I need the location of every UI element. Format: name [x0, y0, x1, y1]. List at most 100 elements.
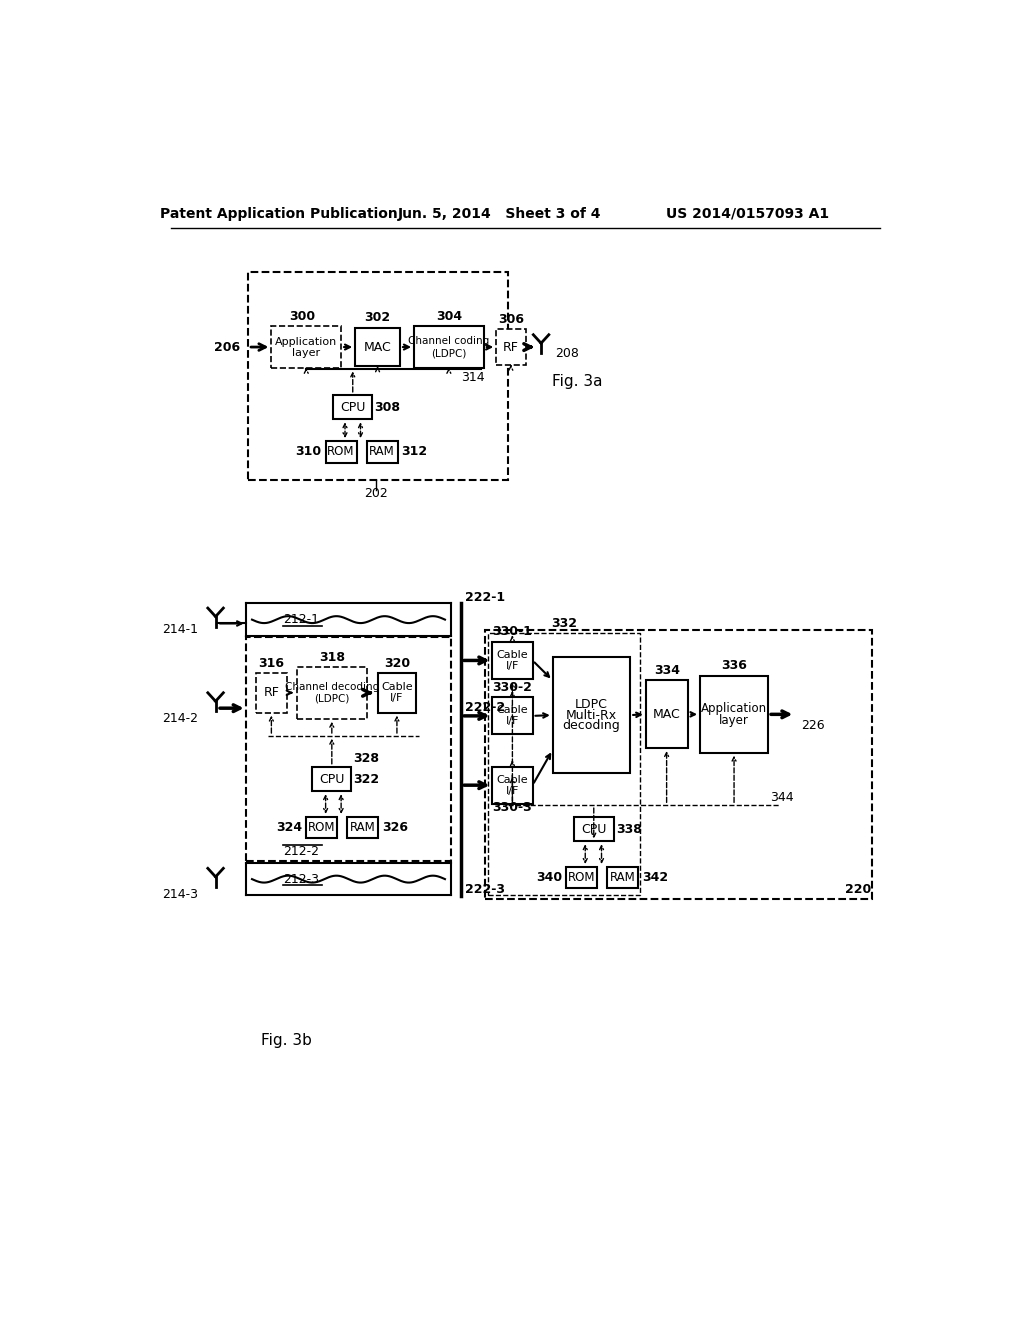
Text: 214-3: 214-3	[163, 888, 199, 902]
Text: 302: 302	[365, 312, 390, 325]
Text: Fig. 3b: Fig. 3b	[261, 1032, 312, 1048]
Text: 334: 334	[654, 664, 680, 677]
Bar	[248, 272, 508, 480]
Text: decoding: decoding	[562, 719, 621, 733]
Text: 312: 312	[401, 445, 428, 458]
Text: ROM: ROM	[308, 821, 336, 834]
Text: 340: 340	[536, 871, 562, 884]
Text: Fig. 3a: Fig. 3a	[552, 374, 603, 389]
Text: 214-2: 214-2	[163, 713, 199, 726]
Bar	[493, 697, 532, 734]
Text: 212-2: 212-2	[283, 845, 319, 858]
Text: 226: 226	[801, 719, 824, 733]
Text: 304: 304	[436, 310, 462, 323]
Text: I/F: I/F	[390, 693, 403, 704]
Text: Channel decoding: Channel decoding	[285, 681, 379, 692]
Bar	[306, 817, 337, 838]
Text: CPU: CPU	[319, 772, 344, 785]
Text: I/F: I/F	[506, 785, 519, 796]
Text: 328: 328	[353, 752, 380, 766]
Text: Cable: Cable	[497, 775, 528, 785]
Text: US 2014/0157093 A1: US 2014/0157093 A1	[667, 207, 829, 220]
Text: 222-3: 222-3	[465, 883, 505, 896]
Text: Application: Application	[275, 337, 337, 347]
Text: (LDPC): (LDPC)	[431, 348, 467, 358]
Text: 324: 324	[276, 821, 302, 834]
Bar	[700, 676, 768, 752]
Bar	[607, 867, 638, 888]
Text: layer: layer	[292, 348, 321, 358]
Text: LDPC: LDPC	[575, 698, 608, 711]
Bar	[496, 330, 525, 364]
Bar	[312, 767, 351, 792]
Text: Patent Application Publication: Patent Application Publication	[160, 207, 398, 220]
Text: layer: layer	[719, 714, 749, 727]
Bar	[355, 327, 400, 367]
Text: 214-1: 214-1	[163, 623, 199, 636]
Text: Cable: Cable	[497, 705, 528, 715]
Bar	[246, 638, 452, 861]
Text: 318: 318	[318, 651, 345, 664]
Bar	[297, 667, 367, 719]
Text: MAC: MAC	[653, 708, 681, 721]
Text: I/F: I/F	[506, 717, 519, 726]
Text: RAM: RAM	[609, 871, 635, 884]
Text: CPU: CPU	[340, 400, 366, 413]
Text: 308: 308	[375, 400, 400, 413]
Text: RAM: RAM	[370, 445, 395, 458]
Bar	[573, 817, 614, 841]
Text: 206: 206	[214, 341, 241, 354]
Text: RF: RF	[263, 686, 280, 700]
Bar	[553, 657, 630, 774]
Bar	[334, 395, 372, 420]
Text: Multi-Rx: Multi-Rx	[566, 709, 617, 722]
Text: Channel coding: Channel coding	[409, 335, 489, 346]
Text: 300: 300	[290, 310, 315, 323]
Text: Cable: Cable	[497, 649, 528, 660]
Text: Jun. 5, 2014   Sheet 3 of 4: Jun. 5, 2014 Sheet 3 of 4	[398, 207, 602, 220]
Text: 338: 338	[616, 822, 642, 836]
Text: 320: 320	[384, 657, 410, 671]
Text: (LDPC): (LDPC)	[314, 694, 349, 704]
Bar	[347, 817, 378, 838]
Text: 222-1: 222-1	[465, 591, 505, 603]
Text: Cable: Cable	[381, 682, 413, 693]
Text: 332: 332	[551, 616, 577, 630]
Bar	[414, 326, 483, 368]
Text: RAM: RAM	[350, 821, 376, 834]
Text: 322: 322	[353, 772, 380, 785]
Text: 222-2: 222-2	[465, 701, 505, 714]
Bar	[378, 673, 416, 713]
Text: 310: 310	[296, 445, 322, 458]
Bar	[484, 630, 872, 899]
Text: ROM: ROM	[567, 871, 595, 884]
Bar	[367, 441, 397, 462]
Bar	[646, 681, 688, 748]
Bar	[488, 634, 640, 895]
Text: 212-3: 212-3	[283, 873, 319, 886]
Text: 336: 336	[721, 659, 746, 672]
Text: RF: RF	[503, 341, 519, 354]
Text: 330-1: 330-1	[493, 626, 532, 639]
Bar	[256, 673, 287, 713]
Text: CPU: CPU	[581, 822, 606, 836]
Text: MAC: MAC	[364, 341, 391, 354]
Text: Application: Application	[701, 702, 767, 714]
Text: 220: 220	[845, 883, 871, 896]
Text: 342: 342	[642, 871, 668, 884]
Bar	[566, 867, 597, 888]
Text: 330-3: 330-3	[493, 801, 532, 814]
Bar	[271, 326, 341, 368]
Text: ROM: ROM	[328, 445, 355, 458]
Text: 314: 314	[461, 371, 485, 384]
Text: 212-1: 212-1	[283, 612, 319, 626]
Text: 202: 202	[365, 487, 388, 500]
Text: 326: 326	[382, 821, 409, 834]
Text: 316: 316	[258, 657, 285, 671]
Bar	[326, 441, 356, 462]
Bar	[493, 767, 532, 804]
Text: 330-2: 330-2	[493, 681, 532, 694]
Text: I/F: I/F	[506, 661, 519, 671]
Text: 344: 344	[770, 791, 794, 804]
Text: 208: 208	[555, 347, 579, 360]
